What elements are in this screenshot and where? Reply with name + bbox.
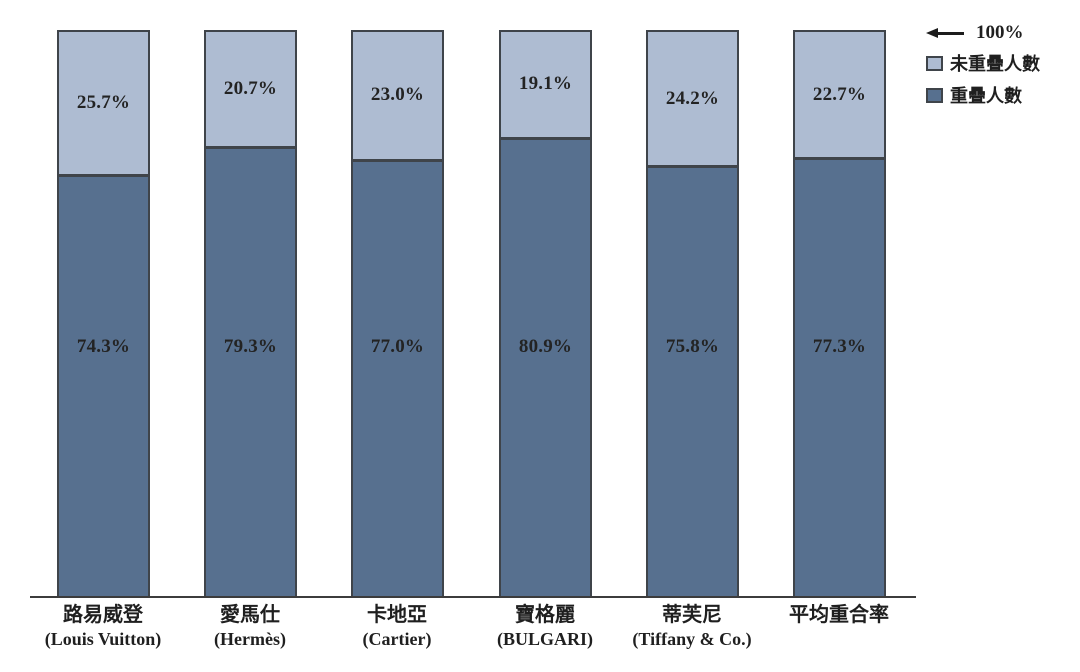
value-label-overlap: 74.3% [76,336,131,357]
left-arrow-icon [926,28,964,38]
bar-segment-non-overlap: 23.0% [353,32,442,162]
legend: 100% 未重疊人數 重疊人數 [926,22,1040,114]
legend-item-non-overlap: 未重疊人數 [926,50,1040,76]
legend-swatch-light [926,55,943,71]
category-subname: (BULGARI) [496,629,593,649]
category-name: 平均重合率 [789,604,889,626]
value-label-overlap: 77.0% [370,336,425,357]
legend-item-label: 未重疊人數 [950,54,1040,74]
bar-segment-overlap [501,139,590,596]
bar-segment-overlap [59,176,148,596]
x-axis-label-0: 路易威登 (Louis Vuitton) [18,603,188,651]
value-label-non-overlap: 23.0% [370,84,425,106]
bar-2: 23.0% 77.0% [351,30,444,596]
category-subname: (Tiffany & Co.) [632,629,752,649]
category-subname: (Hermès) [214,629,286,649]
value-label-non-overlap: 20.7% [223,77,278,99]
legend-100-label: 100% [976,22,1024,43]
value-label-overlap: 79.3% [223,336,278,357]
bar-0: 25.7% 74.3% [57,30,150,596]
category-name: 路易威登 [63,604,143,626]
x-axis-line [30,596,916,598]
x-axis-label-4: 蒂芙尼 (Tiffany & Co.) [607,603,777,651]
category-name: 寶格麗 [515,604,575,626]
value-label-non-overlap: 22.7% [812,83,867,105]
bar-3: 19.1% 80.9% [499,30,592,596]
bar-segment-overlap [648,168,737,596]
bar-segment-non-overlap: 24.2% [648,32,737,169]
value-label-non-overlap: 19.1% [518,73,573,95]
value-label-non-overlap: 24.2% [665,87,720,109]
value-label-overlap: 80.9% [518,336,573,357]
bar-segment-non-overlap: 22.7% [795,32,884,161]
x-axis-label-3: 寶格麗 (BULGARI) [460,603,630,651]
bar-segment-non-overlap: 25.7% [59,32,148,177]
value-label-overlap: 75.8% [665,336,720,357]
bar-segment-non-overlap: 20.7% [206,32,295,149]
category-name: 蒂芙尼 [662,604,722,626]
category-subname: (Louis Vuitton) [44,629,162,649]
value-label-overlap: 77.3% [812,336,867,357]
bar-segment-overlap [353,161,442,596]
category-subname: (Cartier) [362,629,432,649]
value-label-non-overlap: 25.7% [76,91,131,113]
category-name: 卡地亞 [367,604,427,626]
category-name: 愛馬仕 [220,604,280,626]
legend-item-label: 重疊人數 [950,86,1022,106]
legend-item-overlap: 重疊人數 [926,82,1040,108]
bar-segment-overlap [206,148,295,596]
legend-swatch-dark [926,87,943,103]
x-axis-label-5: 平均重合率 [754,603,924,628]
bar-segment-overlap [795,160,884,596]
legend-marker-row: 100% [926,22,1040,44]
bar-5: 22.7% 77.3% [793,30,886,596]
x-axis-label-1: 愛馬仕 (Hermès) [165,603,335,651]
bar-1: 20.7% 79.3% [204,30,297,596]
bar-4: 24.2% 75.8% [646,30,739,596]
bar-segment-non-overlap: 19.1% [501,32,590,140]
x-axis-label-2: 卡地亞 (Cartier) [312,603,482,651]
